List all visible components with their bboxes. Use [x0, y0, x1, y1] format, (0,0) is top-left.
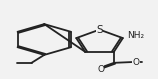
Text: O: O	[97, 65, 104, 74]
Text: S: S	[96, 25, 103, 35]
Text: O: O	[132, 58, 140, 67]
Text: NH₂: NH₂	[127, 31, 144, 40]
